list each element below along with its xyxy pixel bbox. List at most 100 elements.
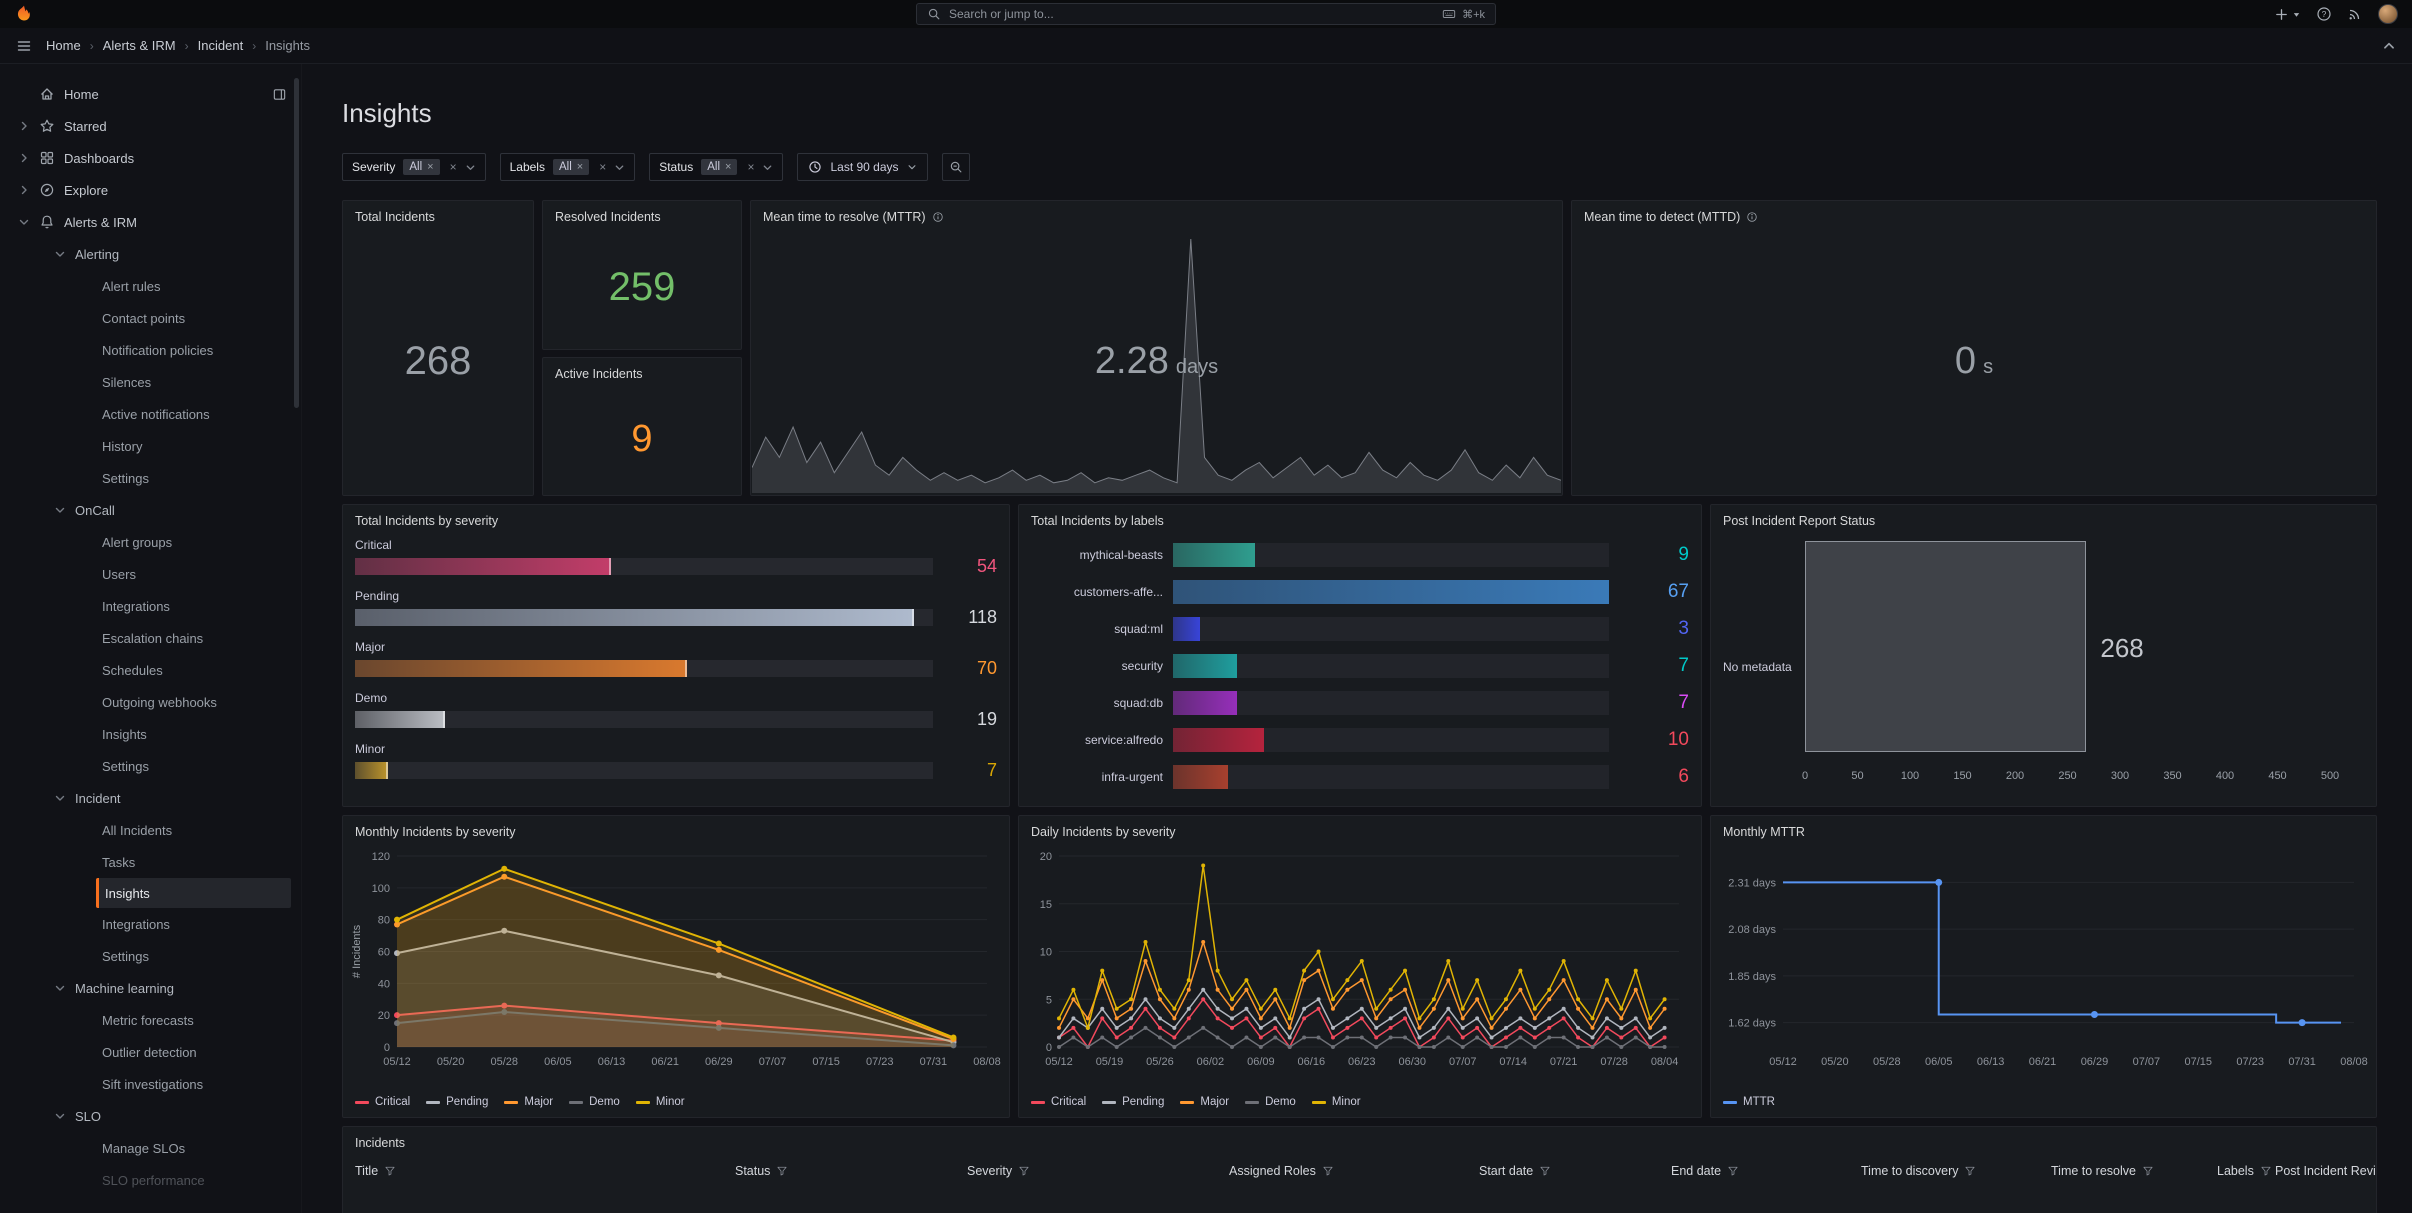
filter-funnel-icon[interactable] xyxy=(1322,1165,1334,1177)
monthly-incidents-chart[interactable]: 0 20 40 60 80 100 120 05/12 05/20 05/28 06/05 06/13… xyxy=(349,846,1001,1071)
sidebar-item-contact-points[interactable]: Contact points xyxy=(0,302,301,334)
filter-severity[interactable]: Severity All × × xyxy=(342,153,486,181)
sidebar-item-insights[interactable]: Insights xyxy=(0,718,301,750)
sidebar-item-schedules[interactable]: Schedules xyxy=(0,654,301,686)
sidebar-item-settings[interactable]: Settings xyxy=(0,940,301,972)
sidebar-item-incident[interactable]: Incident xyxy=(0,782,301,814)
sidebar-item-machine-learning[interactable]: Machine learning xyxy=(0,972,301,1004)
sidebar-item-silences[interactable]: Silences xyxy=(0,366,301,398)
sidebar-item-users[interactable]: Users xyxy=(0,558,301,590)
clear-filter-icon[interactable]: × xyxy=(599,160,607,174)
sidebar-item-history[interactable]: History xyxy=(0,430,301,462)
remove-value-icon[interactable]: × xyxy=(576,161,584,173)
sidebar-item-explore[interactable]: Explore xyxy=(0,174,301,206)
sidebar-item-sift-investigations[interactable]: Sift investigations xyxy=(0,1068,301,1100)
filter-funnel-icon[interactable] xyxy=(776,1165,788,1177)
table-header-post-incident-review[interactable]: Post Incident Review ( xyxy=(2275,1164,2376,1178)
info-icon[interactable] xyxy=(932,211,944,223)
legend-item-major[interactable]: Major xyxy=(504,1096,553,1108)
table-header-time-to-discovery[interactable]: Time to discovery xyxy=(1861,1164,2051,1178)
table-header-status[interactable]: Status xyxy=(735,1164,967,1178)
table-header-start-date[interactable]: Start date xyxy=(1479,1164,1671,1178)
sidebar-item-metric-forecasts[interactable]: Metric forecasts xyxy=(0,1004,301,1036)
news-icon[interactable] xyxy=(2347,6,2363,22)
clear-filter-icon[interactable]: × xyxy=(449,160,457,174)
filter-funnel-icon[interactable] xyxy=(2142,1165,2154,1177)
sidebar-item-outgoing-webhooks[interactable]: Outgoing webhooks xyxy=(0,686,301,718)
filter-value-tag[interactable]: All × xyxy=(403,159,440,175)
sidebar-item-settings[interactable]: Settings xyxy=(0,462,301,494)
legend-item-demo[interactable]: Demo xyxy=(569,1096,620,1108)
histogram-bar[interactable] xyxy=(1805,541,2087,752)
filter-status[interactable]: Status All × × xyxy=(649,153,784,181)
sidebar-item-alert-rules[interactable]: Alert rules xyxy=(0,270,301,302)
severity-bar-fill xyxy=(355,762,389,779)
legend-item-minor[interactable]: Minor xyxy=(635,1096,685,1108)
filter-funnel-icon[interactable] xyxy=(1964,1165,1976,1177)
breadcrumb-item-alerts-irm[interactable]: Alerts & IRM xyxy=(102,38,176,53)
collapse-chevron-up-icon[interactable] xyxy=(2382,39,2396,53)
avatar[interactable] xyxy=(2378,4,2398,24)
legend-item-pending[interactable]: Pending xyxy=(426,1096,488,1108)
sidebar-item-oncall[interactable]: OnCall xyxy=(0,494,301,526)
grafana-logo-icon[interactable] xyxy=(14,4,34,24)
legend-item-critical[interactable]: Critical xyxy=(355,1096,410,1108)
table-header-labels[interactable]: Labels xyxy=(2217,1164,2275,1178)
breadcrumb-item-home[interactable]: Home xyxy=(46,38,81,53)
table-header-severity[interactable]: Severity xyxy=(967,1164,1229,1178)
remove-value-icon[interactable]: × xyxy=(427,161,434,173)
filter-funnel-icon[interactable] xyxy=(384,1165,396,1177)
daily-incidents-chart[interactable]: 0 5 10 15 20 05/12 05/19 05/26 06/02 06/09 06/16 06… xyxy=(1025,846,1693,1071)
time-range-picker[interactable]: Last 90 days xyxy=(797,153,928,181)
sidebar-item-alerts-irm[interactable]: Alerts & IRM xyxy=(0,206,301,238)
sidebar-item-settings[interactable]: Settings xyxy=(0,750,301,782)
monthly-mttr-chart[interactable]: 1.62 days 1.85 days 2.08 days 2.31 days 05/1… xyxy=(1717,846,2368,1071)
table-header-time-to-resolve[interactable]: Time to resolve xyxy=(2051,1164,2217,1178)
search-input[interactable]: Search or jump to... ⌘+k xyxy=(916,3,1496,25)
filter-funnel-icon[interactable] xyxy=(2260,1165,2272,1177)
dock-icon[interactable] xyxy=(272,87,287,102)
legend-item-critical[interactable]: Critical xyxy=(1031,1096,1086,1108)
clear-filter-icon[interactable]: × xyxy=(747,160,755,174)
breadcrumb-item-incident[interactable]: Incident xyxy=(197,38,244,53)
sidebar-item-integrations[interactable]: Integrations xyxy=(0,590,301,622)
sidebar-item-manage-slos[interactable]: Manage SLOs xyxy=(0,1132,301,1164)
legend-item-pending[interactable]: Pending xyxy=(1102,1096,1164,1108)
table-header-assigned-roles[interactable]: Assigned Roles xyxy=(1229,1164,1479,1178)
sidebar-item-slo[interactable]: SLO xyxy=(0,1100,301,1132)
sidebar-item-tasks[interactable]: Tasks xyxy=(0,846,301,878)
legend-item-mttr[interactable]: MTTR xyxy=(1723,1096,1775,1108)
sidebar-item-alerting[interactable]: Alerting xyxy=(0,238,301,270)
sidebar-item-starred[interactable]: Starred xyxy=(0,110,301,142)
filter-value-tag[interactable]: All × xyxy=(701,159,738,175)
sidebar-item-alert-groups[interactable]: Alert groups xyxy=(0,526,301,558)
sidebar-item-all-incidents[interactable]: All Incidents xyxy=(0,814,301,846)
filter-labels[interactable]: Labels All × × xyxy=(499,153,636,181)
sidebar-item-escalation-chains[interactable]: Escalation chains xyxy=(0,622,301,654)
sidebar-item-outlier-detection[interactable]: Outlier detection xyxy=(0,1036,301,1068)
filter-funnel-icon[interactable] xyxy=(1727,1165,1739,1177)
legend-item-minor[interactable]: Minor xyxy=(1311,1096,1361,1108)
filter-funnel-icon[interactable] xyxy=(1018,1165,1030,1177)
breadcrumb-item-insights[interactable]: Insights xyxy=(265,38,311,53)
sidebar-item-integrations[interactable]: Integrations xyxy=(0,908,301,940)
sidebar-item-active-notifications[interactable]: Active notifications xyxy=(0,398,301,430)
zoom-out-button[interactable] xyxy=(941,153,970,181)
sidebar-item-slo-performance[interactable]: SLO performance xyxy=(0,1164,301,1196)
legend-item-major[interactable]: Major xyxy=(1180,1096,1229,1108)
info-icon[interactable] xyxy=(1746,211,1758,223)
filter-value-tag[interactable]: All × xyxy=(552,159,590,175)
sidebar-item-home[interactable]: Home xyxy=(0,78,301,110)
sidebar-scrollbar[interactable] xyxy=(294,78,299,408)
filter-funnel-icon[interactable] xyxy=(1539,1165,1551,1177)
help-icon[interactable]: ? xyxy=(2316,6,2332,22)
legend-item-demo[interactable]: Demo xyxy=(1245,1096,1296,1108)
sidebar-item-insights[interactable]: Insights xyxy=(96,878,291,908)
add-button[interactable] xyxy=(2274,7,2301,22)
table-header-end-date[interactable]: End date xyxy=(1671,1164,1861,1178)
menu-icon[interactable] xyxy=(16,38,32,54)
table-header-title[interactable]: Title xyxy=(355,1164,735,1178)
sidebar-item-notification-policies[interactable]: Notification policies xyxy=(0,334,301,366)
remove-value-icon[interactable]: × xyxy=(725,161,732,173)
sidebar-item-dashboards[interactable]: Dashboards xyxy=(0,142,301,174)
